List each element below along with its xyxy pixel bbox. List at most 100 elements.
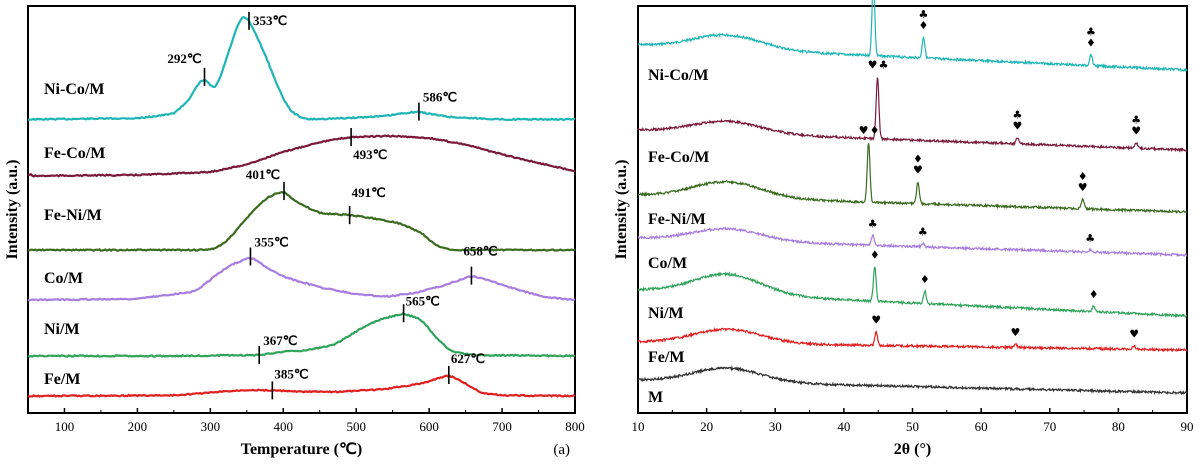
x-tick-label: 700 [492,419,512,434]
series-ni-co-m: Ni-Co/M 292℃ 353℃ 586℃ [27,11,576,122]
series-fe-m: Fe/M 385℃ 627℃ [27,351,575,400]
phase-marker: ♣ [918,226,928,239]
series-line [637,266,1188,319]
x-tick-label: 200 [128,419,148,434]
series-label: Co/M [648,255,687,272]
series-label: Fe/M [44,371,80,388]
peak-label: 355℃ [254,235,288,250]
series-m: M [637,364,1188,406]
peak-label: 292℃ [167,51,201,66]
x-tick-label: 600 [419,419,439,434]
series-label: Ni-Co/M [44,81,104,98]
peak-label: 658℃ [463,244,497,259]
phase-marker: ♥ [1129,328,1139,341]
series-ni-co-m: Ni-Co/M♦♣♦♣♦♣ [637,0,1188,84]
chart-tpr: 100 200 300 400 500 600 700 800 Temperature (℃) I… [4,5,585,458]
series-fe-co-m: Fe-Co/M 493℃ [28,128,575,178]
series-line [27,16,576,122]
series-line [637,226,1188,258]
phase-marker: ♣ [1085,232,1095,245]
series-label: Fe-Ni/M [648,211,706,228]
phase-marker: ♣ [868,217,878,230]
series-line [28,134,575,178]
panel-label: (a) [553,442,570,458]
series-line [637,364,1188,396]
series-line [27,374,575,398]
series-ni-m: Ni/M ♦ ♦ ♦ [637,248,1188,322]
x-tick-label: 400 [274,419,294,434]
series-line [27,312,576,358]
phase-marker: ♣ [919,8,929,21]
peak-label: 353℃ [253,13,287,28]
series-label: Fe-Co/M [44,145,105,162]
series-line [27,256,575,302]
series-label: Ni/M [44,321,80,338]
x-tick-label: 800 [565,419,585,434]
x-tick-label: 20 [700,419,713,434]
series-line [637,77,1188,153]
series-line [637,326,1188,353]
series-line [637,143,1188,214]
series-fe-co-m: Fe-Co/M♥ ♣♥♣♥♣ [637,59,1188,166]
peak-label: 586℃ [423,90,457,105]
peak-label: 491℃ [352,185,386,200]
phase-marker: ♥ [859,124,869,137]
phase-marker: ♥ [1013,120,1023,133]
phase-marker: ♦ [920,273,930,286]
phase-marker: ♦ [919,19,929,32]
phase-marker: ♦ [1086,36,1096,49]
phase-marker: ♦ [1078,170,1088,183]
series-co-m: Co/M ♣ ♣ ♣ [637,217,1188,272]
x-tick-label: 30 [769,419,782,434]
plot-frame [27,5,576,414]
series-label: Co/M [44,270,83,287]
x-tick-label: 50 [906,419,919,434]
peak-label: 401℃ [246,167,280,182]
x-tick-label: 70 [1043,419,1056,434]
phase-marker: ♦ [870,124,880,137]
series-line [637,0,1188,73]
series-ni-m: Ni/M 367℃ 565℃ [27,293,576,365]
phase-marker: ♣ [879,59,889,72]
x-tick-label: 40 [837,419,850,434]
x-tick-label: 300 [201,419,221,434]
y-axis-label: Intensity (a.u.) [4,159,21,259]
x-axis-label: Temperature (℃) [241,441,363,458]
x-axis-label: 2θ (°) [894,441,931,458]
peak-label: 627℃ [451,351,485,366]
chart-xrd: 10 20 30 40 50 60 70 80 90 2θ (°) Intensity (a.u.)… [613,0,1194,458]
phase-marker: ♥ [1011,326,1021,339]
series-label: Fe-Ni/M [44,207,102,224]
series-fe-m: Fe/M ♥ ♥ ♥ [637,313,1188,366]
x-tick-label: 90 [1181,419,1194,434]
phase-marker: ♦ [913,153,923,166]
phase-marker: ♥ [1131,125,1141,138]
series-label: Fe-Co/M [648,149,709,166]
series-fe-ni-m: Fe-Ni/M♥ ♦♥♦♥♦ [637,124,1188,228]
phase-marker: ♦ [870,248,880,261]
phase-marker: ♣ [1086,25,1096,38]
phase-marker: ♣ [1013,109,1023,122]
series-label: M [648,389,663,406]
x-tick-label: 500 [346,419,366,434]
series-label: Fe/M [648,349,684,366]
x-tick-label: 60 [975,419,988,434]
y-axis-label: Intensity (a.u.) [613,159,630,259]
phase-marker: ♣ [1131,114,1141,127]
phase-marker: ♥ [871,313,881,326]
peak-label: 493℃ [353,147,387,162]
x-tick-label: 80 [1112,419,1125,434]
peak-label: 367℃ [263,333,297,348]
phase-marker: ♥ [913,164,923,177]
series-line [27,190,576,252]
phase-marker: ♥ [1078,181,1088,194]
series-label: Ni-Co/M [648,67,708,84]
peak-label: 565℃ [406,293,440,308]
phase-marker: ♦ [1089,288,1099,301]
series-co-m: Co/M 355℃ 658℃ [27,235,575,302]
phase-marker: ♥ [868,59,878,72]
x-tick-label: 100 [55,419,75,434]
peak-label: 385℃ [274,366,308,381]
x-tick-label: 10 [632,419,645,434]
series-label: Ni/M [648,305,684,322]
